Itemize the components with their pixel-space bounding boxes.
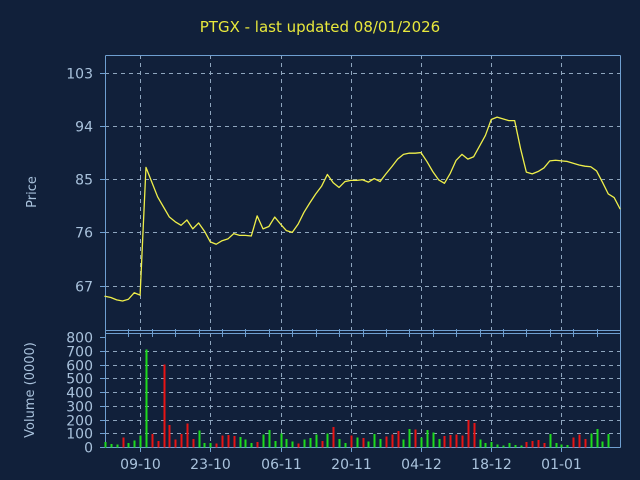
volume-gridlines — [100, 333, 620, 448]
price-line-series[interactable] — [104, 116, 621, 302]
plot-frames — [105, 55, 621, 448]
volume-tick-label: 500 — [66, 372, 93, 388]
volume-axis-label: Volume (0000) — [23, 342, 38, 438]
volume-tick-label: 400 — [66, 386, 93, 402]
volume-tick-label: 200 — [66, 414, 93, 430]
volume-tick-label: 0 — [84, 441, 93, 457]
volume-tick-label: 700 — [66, 345, 93, 361]
price-tick-labels: 67 76 85 94 103 — [66, 67, 93, 296]
price-tick-label: 103 — [66, 67, 93, 83]
x-tick-label: 01-01 — [541, 457, 582, 473]
x-tick-label: 06-11 — [261, 457, 302, 473]
x-tick-label: 23-10 — [190, 457, 231, 473]
x-tick-label: 09-10 — [120, 457, 161, 473]
price-tick-label: 67 — [75, 280, 93, 296]
x-tick-label: 20-11 — [331, 457, 372, 473]
x-tick-label: 04-12 — [401, 457, 442, 473]
price-axis-label: Price — [25, 176, 40, 208]
price-tick-label: 94 — [75, 120, 93, 136]
page-title: PTGX - last updated 08/01/2026 — [200, 18, 440, 36]
volume-tick-label: 300 — [66, 400, 93, 416]
x-tick-label: 18-12 — [471, 457, 512, 473]
volume-tick-label: 600 — [66, 359, 93, 375]
volume-tick-label: 100 — [66, 427, 93, 443]
volume-bars[interactable] — [104, 349, 610, 448]
volume-tick-label: 800 — [66, 331, 93, 347]
x-axis-tick-labels: 09-10 23-10 06-11 20-11 04-12 18-12 01-01 — [120, 447, 582, 473]
price-tick-label: 76 — [75, 226, 93, 242]
price-tick-label: 85 — [75, 173, 93, 189]
